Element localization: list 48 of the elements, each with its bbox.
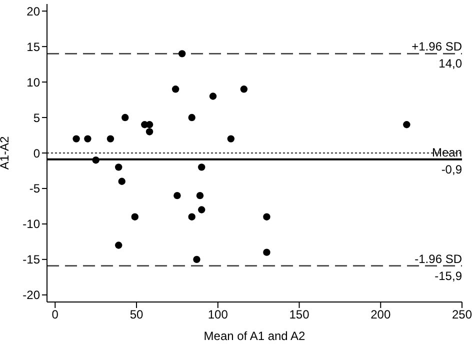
point [115,242,122,249]
point [227,135,234,142]
point [403,121,410,128]
y-tick-label: -15 [22,252,40,267]
annotation: 14,0 [438,56,462,71]
point [196,192,204,200]
x-tick-label: 200 [370,308,391,322]
y-tick-label: -20 [22,288,40,302]
y-tick-label: -5 [29,182,40,196]
point [115,164,122,171]
point [172,86,180,93]
x-tick-label: 0 [52,308,59,322]
ref-line-label: Mean [432,145,462,160]
x-tick-label: 50 [130,308,144,322]
point [92,156,100,164]
point [198,206,206,214]
y-tick-label: 20 [26,4,40,18]
y-tick-label: -10 [22,217,40,232]
annotation: -15,9 [434,268,462,283]
point [178,50,186,58]
point [263,248,270,256]
y-axis-title: A1-A2 [0,136,12,170]
x-tick-label: 250 [452,308,472,322]
point [198,164,206,171]
x-tick-label: 150 [289,308,310,322]
annotation: -0,9 [441,162,462,176]
y-tick-label: 0 [33,146,40,160]
y-tick-label: 15 [26,40,40,54]
x-axis-title: Mean of A1 and A2 [204,329,306,343]
point [118,178,126,185]
point [146,128,154,136]
point [72,135,80,142]
point [240,86,248,93]
point [193,256,200,264]
y-tick-label: 5 [33,110,40,125]
point [188,114,196,122]
point [209,92,217,100]
point [84,135,92,142]
ref-line-label: +1.96 SD [412,40,462,54]
point [131,213,138,220]
point [263,213,270,220]
point [174,192,181,200]
point [122,114,129,122]
x-tick-label: 100 [208,308,228,322]
y-tick-label: 10 [26,75,40,90]
point [106,135,114,142]
point [188,213,196,220]
ref-line-label: -1.96 SD [414,252,462,266]
